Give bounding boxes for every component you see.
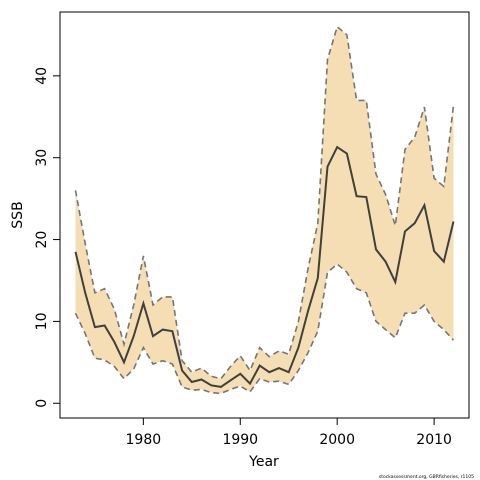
x-tick-label: 1980 [126, 432, 162, 448]
x-tick-label: 1990 [222, 432, 258, 448]
x-axis: 1980 1990 2000 2010 [126, 417, 452, 448]
footnote: stockassessment.org, GBRfisheries, r1105 [379, 474, 474, 480]
y-tick-label: 30 [34, 149, 50, 167]
lower-bound-line [74, 263, 455, 395]
y-tick-label: 40 [34, 67, 50, 85]
ssb-estimate-line [74, 145, 455, 388]
y-tick-label: 20 [34, 231, 50, 249]
y-tick-label: 10 [34, 312, 50, 330]
y-axis-label: SSB [10, 201, 26, 228]
plot-area [74, 25, 455, 395]
x-axis-label: Year [248, 454, 279, 470]
confidence-band [75, 26, 454, 394]
upper-bound-line [74, 25, 455, 380]
y-axis: 0 10 20 30 40 [34, 67, 61, 408]
y-tick-label: 0 [34, 399, 50, 408]
x-tick-label: 2010 [416, 432, 452, 448]
x-tick-label: 2000 [319, 432, 355, 448]
